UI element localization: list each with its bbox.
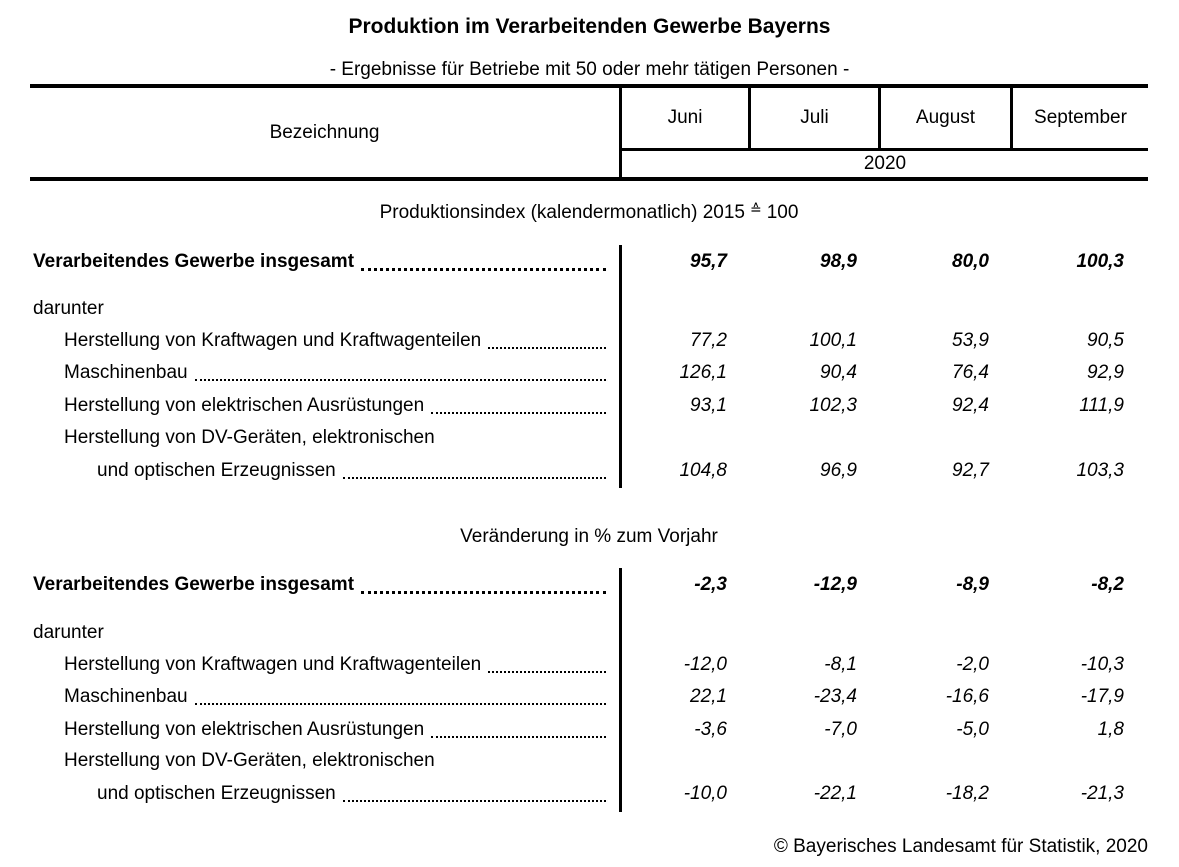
value-september: 100,3 bbox=[1076, 251, 1124, 272]
value-juni: 77,2 bbox=[690, 330, 727, 351]
dot-leader bbox=[342, 786, 606, 802]
value-juni: 104,8 bbox=[679, 460, 727, 481]
dot-leader bbox=[431, 722, 606, 738]
value-august: -8,9 bbox=[956, 574, 989, 595]
table-row: Herstellung von DV-Geräten, elektronisch… bbox=[30, 426, 1148, 450]
row-label: Herstellung von Kraftwagen und Kraftwage… bbox=[64, 654, 482, 675]
value-august: -18,2 bbox=[945, 783, 989, 804]
table-header: Bezeichnung Juni Juli August September 2… bbox=[30, 84, 1148, 181]
value-juni: 93,1 bbox=[690, 395, 727, 416]
row-label: Verarbeitendes Gewerbe insgesamt bbox=[33, 251, 355, 272]
row-label: Herstellung von DV-Geräten, elektronisch… bbox=[64, 427, 435, 448]
year-header: 2020 bbox=[863, 153, 907, 174]
column-divider-rule bbox=[619, 568, 622, 812]
table-row: und optischen Erzeugnissen 104,8 96,9 92… bbox=[30, 459, 1148, 483]
dot-leader bbox=[488, 657, 606, 673]
value-juli: 102,3 bbox=[809, 395, 857, 416]
row-label: Maschinenbau bbox=[64, 686, 188, 707]
table-row: Herstellung von elektrischen Ausrüstunge… bbox=[30, 718, 1148, 742]
column-header-august: August bbox=[881, 88, 1013, 148]
value-september: -21,3 bbox=[1080, 783, 1124, 804]
dot-leader bbox=[361, 254, 606, 271]
value-juli: 90,4 bbox=[820, 362, 857, 383]
value-juni: -10,0 bbox=[683, 783, 727, 804]
column-header-september: September bbox=[1034, 107, 1127, 128]
section-heading-veraenderung: Veränderung in % zum Vorjahr bbox=[30, 526, 1148, 548]
column-divider-rule bbox=[619, 245, 622, 488]
table-row: Herstellung von Kraftwagen und Kraftwage… bbox=[30, 653, 1148, 677]
table-row: Maschinenbau 22,1 -23,4 -16,6 -17,9 bbox=[30, 685, 1148, 709]
table-row: darunter bbox=[30, 621, 1148, 645]
value-juli: -8,1 bbox=[824, 654, 857, 675]
row-label: darunter bbox=[33, 622, 104, 643]
column-header-juni: Juni bbox=[622, 88, 751, 148]
dot-leader bbox=[488, 333, 606, 349]
row-label: und optischen Erzeugnissen bbox=[97, 460, 336, 481]
value-august: 53,9 bbox=[952, 330, 989, 351]
corresponds-to-symbol: ≙ bbox=[750, 201, 762, 217]
row-label: Herstellung von elektrischen Ausrüstunge… bbox=[64, 395, 425, 416]
row-label: Verarbeitendes Gewerbe insgesamt bbox=[33, 574, 355, 595]
value-september: -17,9 bbox=[1080, 686, 1124, 707]
row-label: Herstellung von DV-Geräten, elektronisch… bbox=[64, 750, 435, 771]
value-juli: -12,9 bbox=[813, 574, 857, 595]
row-label: darunter bbox=[33, 298, 104, 319]
table-row: Herstellung von elektrischen Ausrüstunge… bbox=[30, 394, 1148, 418]
value-juni: 126,1 bbox=[679, 362, 727, 383]
value-august: 92,7 bbox=[952, 460, 989, 481]
value-juni: 22,1 bbox=[690, 686, 727, 707]
table-row: Herstellung von DV-Geräten, elektronisch… bbox=[30, 749, 1148, 773]
value-juli: 100,1 bbox=[809, 330, 857, 351]
table-row: Verarbeitendes Gewerbe insgesamt 95,7 98… bbox=[30, 250, 1148, 274]
value-juni: -2,3 bbox=[694, 574, 727, 595]
value-juni: -12,0 bbox=[683, 654, 727, 675]
copyright-notice: © Bayerisches Landesamt für Statistik, 2… bbox=[773, 836, 1148, 857]
value-august: 92,4 bbox=[952, 395, 989, 416]
value-juli: 96,9 bbox=[820, 460, 857, 481]
dot-leader bbox=[361, 577, 606, 594]
value-august: 76,4 bbox=[952, 362, 989, 383]
value-juli: -7,0 bbox=[824, 719, 857, 740]
row-label: und optischen Erzeugnissen bbox=[97, 783, 336, 804]
page-title: Produktion im Verarbeitenden Gewerbe Bay… bbox=[348, 15, 831, 38]
table-row: Maschinenbau 126,1 90,4 76,4 92,9 bbox=[30, 361, 1148, 385]
dot-leader bbox=[431, 398, 606, 414]
dot-leader bbox=[342, 463, 606, 479]
month-header-row: Juni Juli August September bbox=[622, 88, 1148, 151]
table-row: Verarbeitendes Gewerbe insgesamt -2,3 -1… bbox=[30, 573, 1148, 597]
section-heading-text: Produktionsindex (kalendermonatlich) 201… bbox=[379, 202, 745, 223]
value-september: -8,2 bbox=[1091, 574, 1124, 595]
table-row: Herstellung von Kraftwagen und Kraftwage… bbox=[30, 329, 1148, 353]
month-columns: Juni Juli August September 2020 bbox=[622, 88, 1148, 177]
column-header-juli: Juli bbox=[751, 88, 881, 148]
dot-leader bbox=[194, 365, 606, 381]
value-september: 1,8 bbox=[1097, 719, 1124, 740]
value-juli: -23,4 bbox=[813, 686, 857, 707]
value-juni: -3,6 bbox=[694, 719, 727, 740]
page-subtitle: - Ergebnisse für Betriebe mit 50 oder me… bbox=[329, 59, 850, 80]
value-juni: 95,7 bbox=[690, 251, 727, 272]
table-row: darunter bbox=[30, 297, 1148, 321]
value-september: 103,3 bbox=[1076, 460, 1124, 481]
value-august: -2,0 bbox=[956, 654, 989, 675]
table-row: und optischen Erzeugnissen -10,0 -22,1 -… bbox=[30, 782, 1148, 806]
value-september: 90,5 bbox=[1087, 330, 1124, 351]
section-heading-produktionsindex: Produktionsindex (kalendermonatlich) 201… bbox=[30, 201, 1148, 224]
row-label: Maschinenbau bbox=[64, 362, 188, 383]
value-september: -10,3 bbox=[1080, 654, 1124, 675]
row-label: Herstellung von elektrischen Ausrüstunge… bbox=[64, 719, 425, 740]
value-august: 80,0 bbox=[952, 251, 989, 272]
row-label: Herstellung von Kraftwagen und Kraftwage… bbox=[64, 330, 482, 351]
value-august: -5,0 bbox=[956, 719, 989, 740]
value-august: -16,6 bbox=[945, 686, 989, 707]
value-september: 111,9 bbox=[1079, 395, 1124, 416]
value-juli: -22,1 bbox=[813, 783, 857, 804]
section-heading-text: Veränderung in % zum Vorjahr bbox=[460, 526, 718, 547]
dot-leader bbox=[194, 689, 606, 705]
value-juli: 98,9 bbox=[820, 251, 857, 272]
section-heading-base: 100 bbox=[766, 202, 799, 223]
column-header-bezeichnung: Bezeichnung bbox=[30, 88, 622, 177]
value-september: 92,9 bbox=[1087, 362, 1124, 383]
